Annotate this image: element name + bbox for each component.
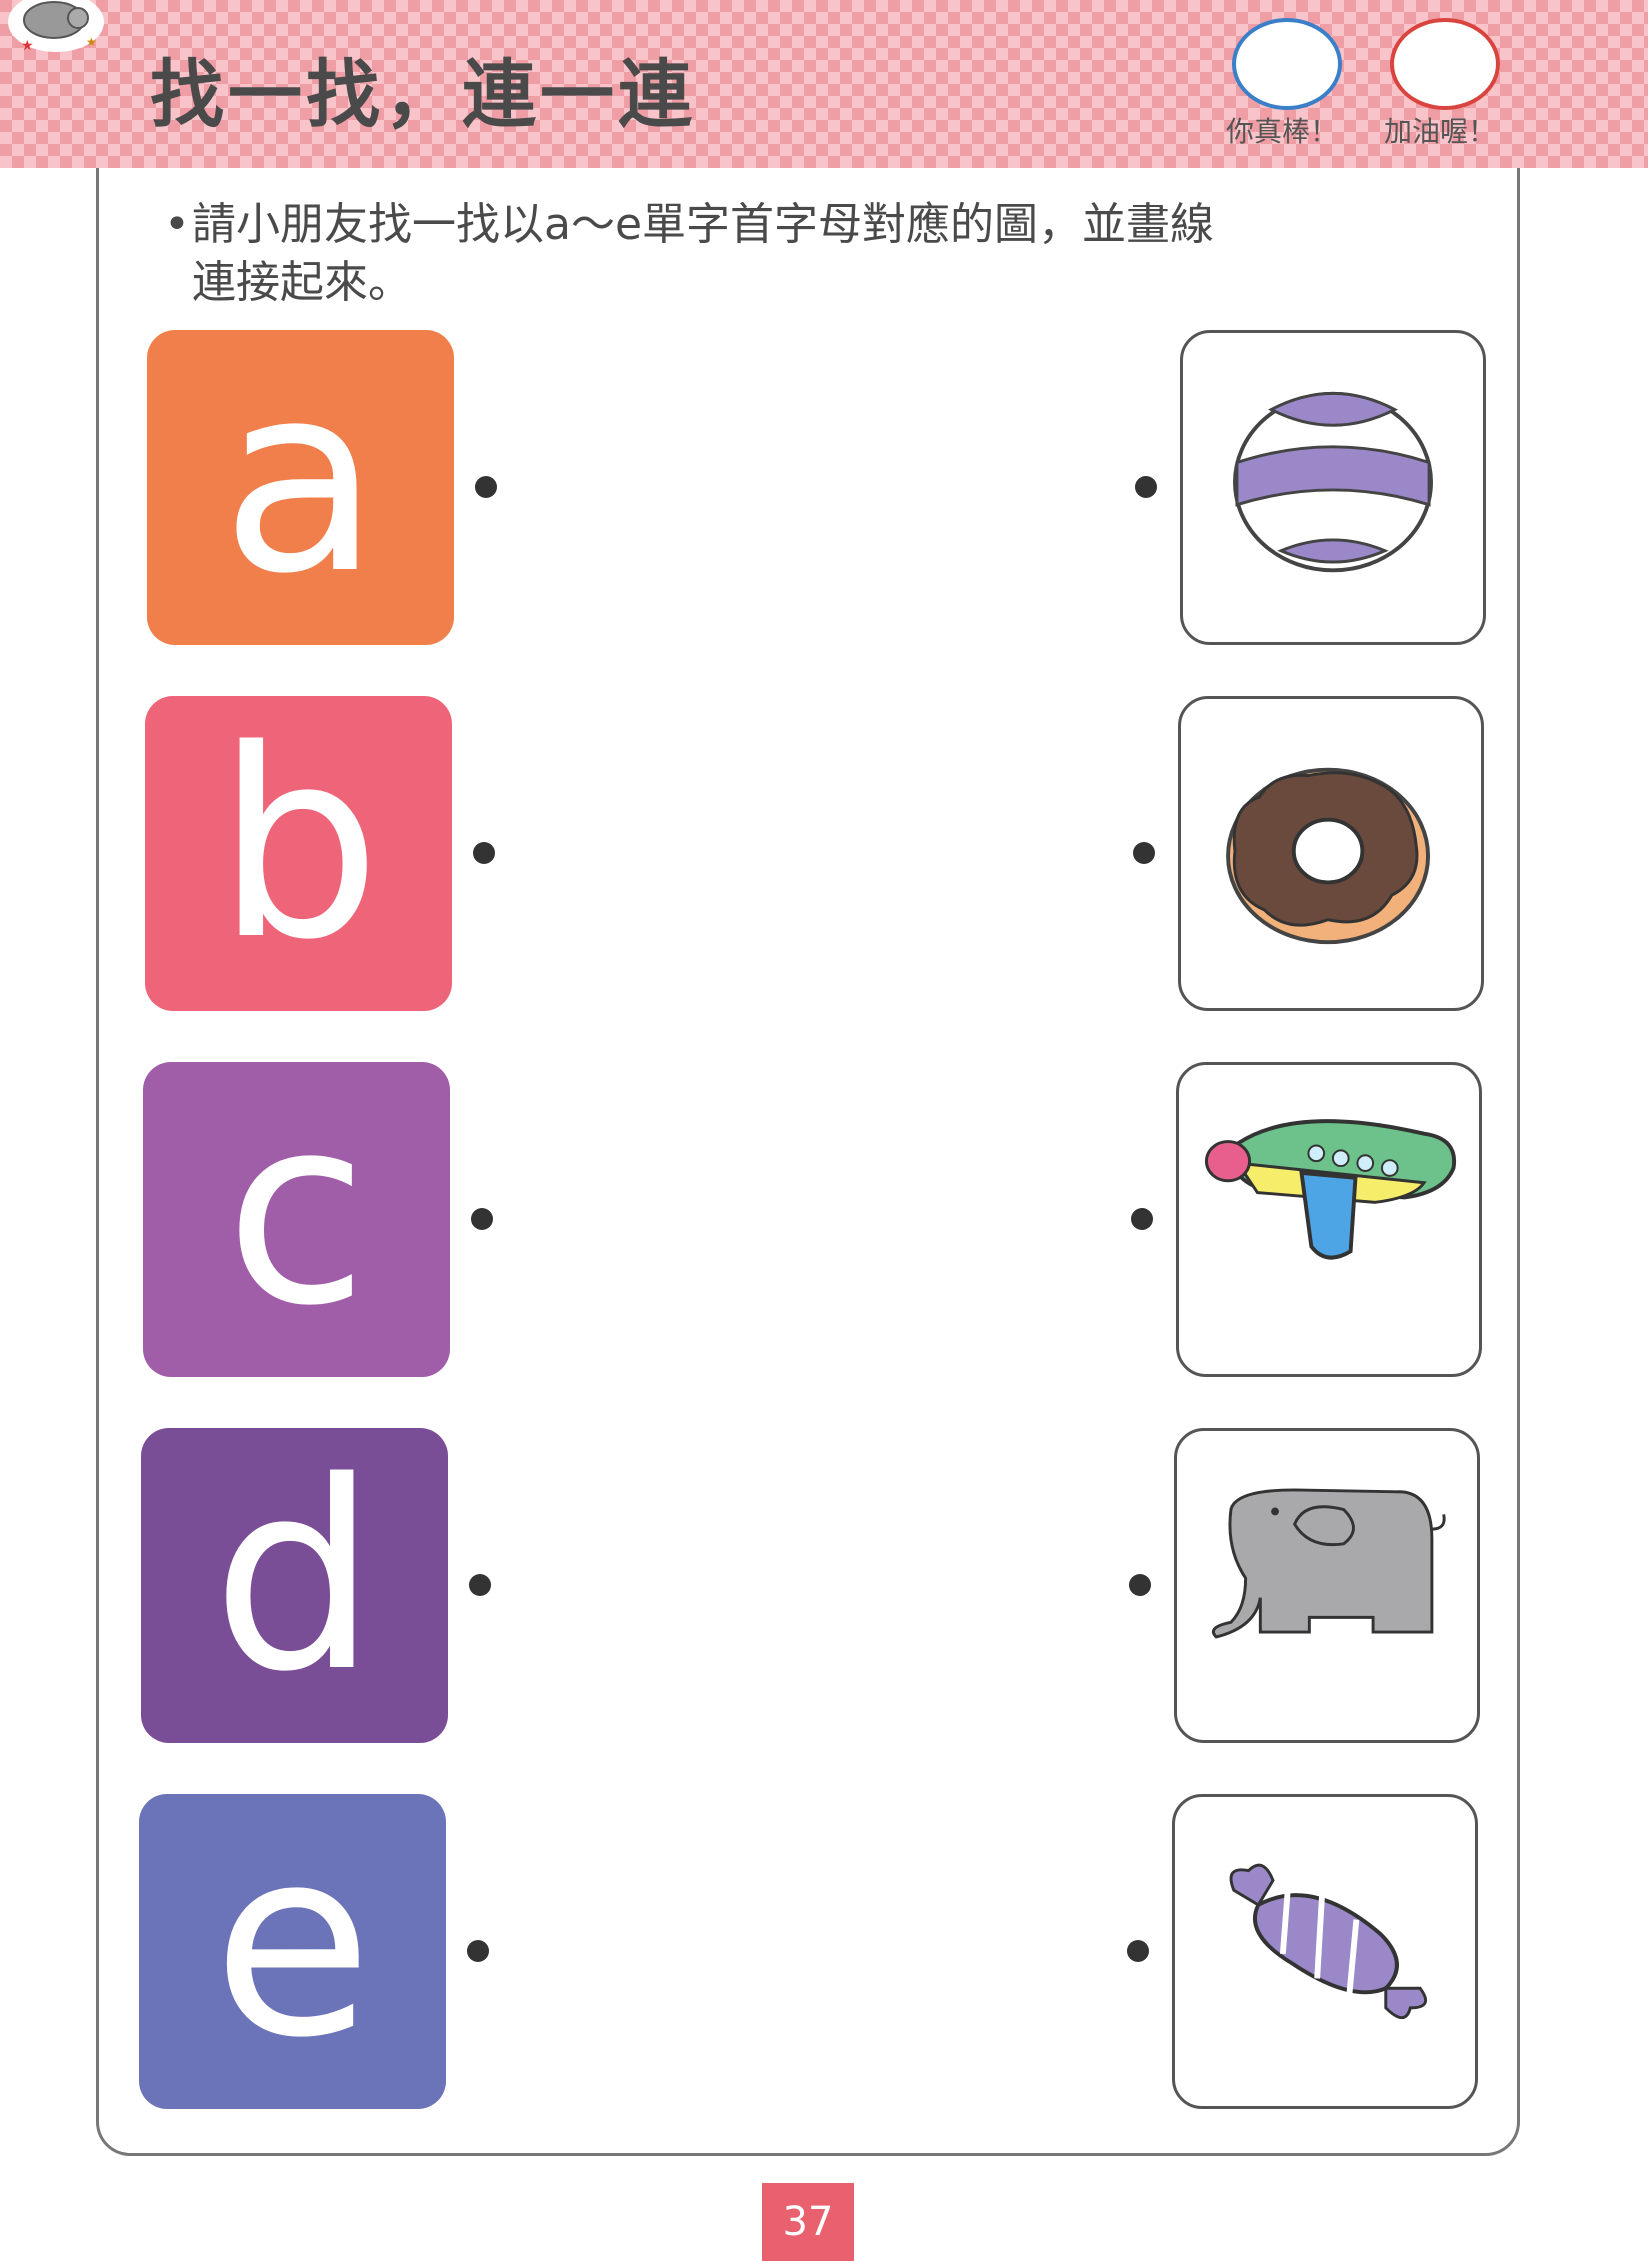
encourage-label: 加油喔！ xyxy=(1384,115,1497,148)
worksheet-frame xyxy=(96,168,1520,2156)
picture-connect-dot[interactable] xyxy=(1131,1208,1153,1230)
page-number: 37 xyxy=(762,2183,854,2261)
instruction-line-2: 連接起來。 xyxy=(192,257,412,308)
picture-card xyxy=(1180,330,1486,645)
instruction: • 請小朋友找一找以a～e單字首字母對應的圖，並畫線 連接起來。 xyxy=(164,196,1466,312)
encourage-circle[interactable] xyxy=(1390,18,1500,110)
page-header: ★ ★ 找一找，連一連 你真棒！ 加油喔！ xyxy=(0,0,1648,168)
picture-connect-dot[interactable] xyxy=(1127,1940,1149,1962)
picture-connect-dot[interactable] xyxy=(1135,476,1157,498)
picture-card xyxy=(1174,1428,1480,1743)
instruction-line-1: 請小朋友找一找以a～e單字首字母對應的圖，並畫線 xyxy=(192,199,1215,250)
picture-connect-dot[interactable] xyxy=(1133,842,1155,864)
letter-connect-dot[interactable] xyxy=(469,1574,491,1596)
donut-icon xyxy=(1226,767,1431,945)
svg-text:★: ★ xyxy=(86,35,97,49)
picture-connect-dot[interactable] xyxy=(1129,1574,1151,1596)
letter-card-b: b xyxy=(145,696,452,1011)
letter-card-a: a xyxy=(147,330,454,645)
letter-card-e: e xyxy=(139,1794,446,2109)
svg-text:★: ★ xyxy=(21,38,34,54)
praise-circle[interactable] xyxy=(1232,18,1342,110)
elephant-mascot-icon: ★ ★ xyxy=(8,0,104,54)
elephant-icon xyxy=(1211,1488,1446,1639)
letter-card-d: d xyxy=(141,1428,448,1743)
picture-card xyxy=(1172,1794,1478,2109)
picture-card xyxy=(1178,696,1484,1011)
letter-connect-dot[interactable] xyxy=(475,476,497,498)
letter-connect-dot[interactable] xyxy=(471,1208,493,1230)
praise-label: 你真棒！ xyxy=(1226,115,1339,148)
letter-connect-dot[interactable] xyxy=(473,842,495,864)
candy-icon xyxy=(1229,1863,1428,2020)
ball-icon xyxy=(1233,391,1433,573)
letter-card-c: c xyxy=(143,1062,450,1377)
page-title: 找一找，連一連 xyxy=(150,52,696,138)
airplane-icon xyxy=(1204,1119,1457,1260)
picture-card xyxy=(1176,1062,1482,1377)
letter-connect-dot[interactable] xyxy=(467,1940,489,1962)
bullet: • xyxy=(164,199,190,250)
